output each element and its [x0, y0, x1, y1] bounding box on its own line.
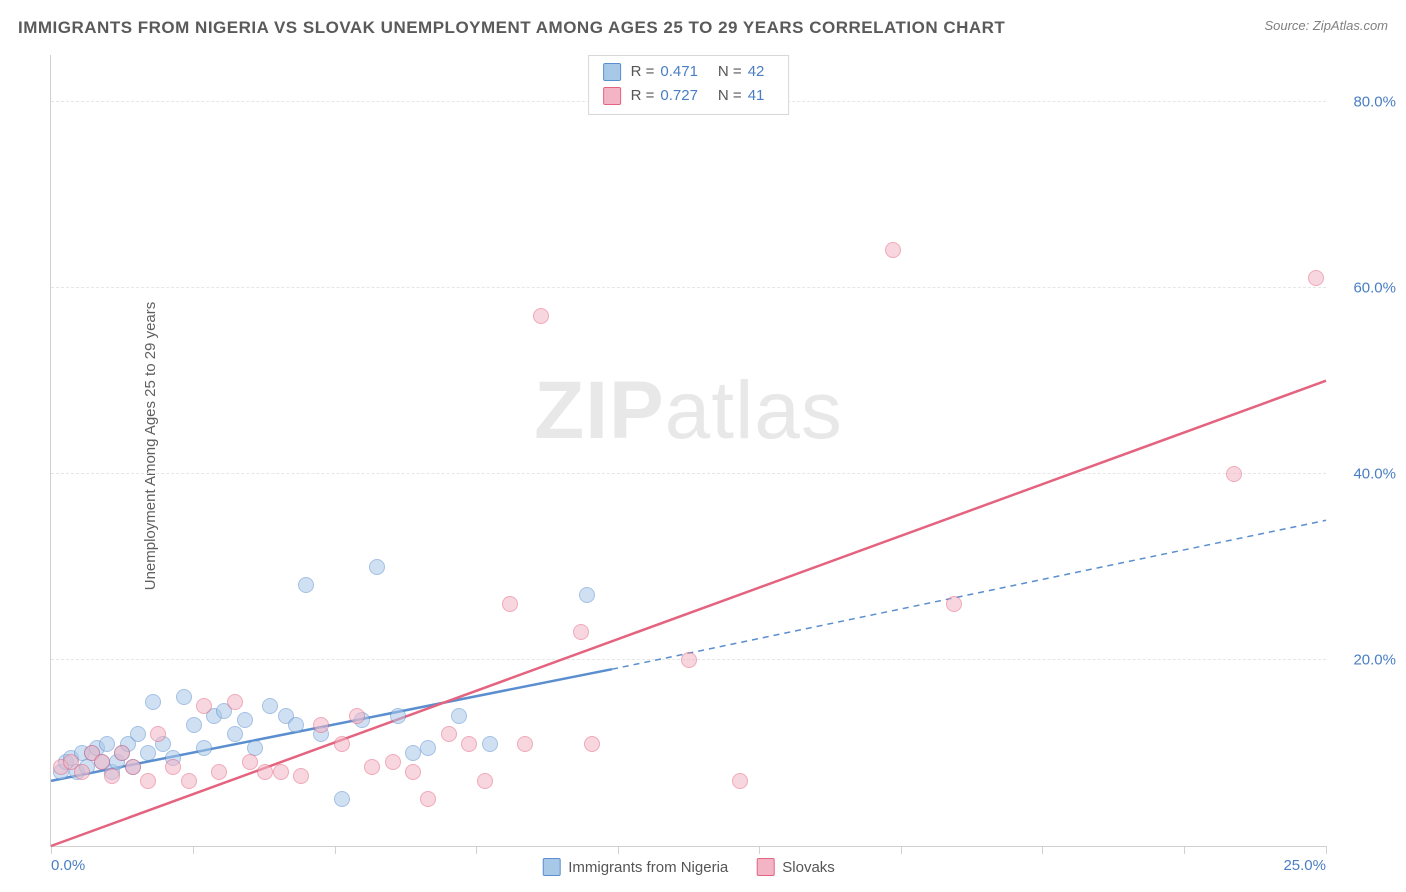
scatter-point: [349, 708, 365, 724]
scatter-point: [145, 694, 161, 710]
x-tick: [759, 846, 760, 854]
legend-swatch: [542, 858, 560, 876]
scatter-point: [130, 726, 146, 742]
scatter-point: [420, 791, 436, 807]
legend-swatch: [756, 858, 774, 876]
x-tick: [618, 846, 619, 854]
chart-title: IMMIGRANTS FROM NIGERIA VS SLOVAK UNEMPL…: [18, 18, 1005, 38]
x-tick-label: 25.0%: [1283, 857, 1326, 874]
scatter-point: [125, 759, 141, 775]
y-tick-label: 60.0%: [1353, 279, 1396, 296]
scatter-point: [584, 736, 600, 752]
x-tick: [1184, 846, 1185, 854]
legend-n-value: 42: [748, 60, 765, 84]
scatter-point: [227, 694, 243, 710]
x-tick: [335, 846, 336, 854]
scatter-point: [451, 708, 467, 724]
scatter-point: [313, 717, 329, 733]
scatter-point: [293, 768, 309, 784]
scatter-point: [364, 759, 380, 775]
scatter-point: [288, 717, 304, 733]
legend-r-label: R =: [631, 60, 655, 84]
x-tick: [901, 846, 902, 854]
scatter-point: [176, 689, 192, 705]
plot-area: ZIPatlas 20.0%40.0%60.0%80.0% 0.0%25.0% …: [50, 55, 1326, 847]
legend-r-value: 0.471: [660, 60, 698, 84]
legend-swatch: [603, 63, 621, 81]
legend-n-label: N =: [718, 60, 742, 84]
scatter-point: [420, 740, 436, 756]
legend-row: R =0.727 N =41: [603, 84, 775, 108]
scatter-point: [181, 773, 197, 789]
scatter-point: [482, 736, 498, 752]
legend-r-value: 0.727: [660, 84, 698, 108]
x-tick: [1326, 846, 1327, 854]
scatter-point: [150, 726, 166, 742]
y-tick-label: 40.0%: [1353, 465, 1396, 482]
scatter-point: [461, 736, 477, 752]
scatter-point: [681, 652, 697, 668]
scatter-point: [732, 773, 748, 789]
scatter-point: [405, 764, 421, 780]
scatter-point: [385, 754, 401, 770]
scatter-point: [1226, 466, 1242, 482]
scatter-point: [257, 764, 273, 780]
trend-line: [51, 381, 1326, 846]
scatter-point: [334, 791, 350, 807]
scatter-point: [99, 736, 115, 752]
x-tick: [51, 846, 52, 854]
scatter-point: [334, 736, 350, 752]
scatter-point: [441, 726, 457, 742]
scatter-point: [186, 717, 202, 733]
scatter-point: [946, 596, 962, 612]
x-tick: [193, 846, 194, 854]
scatter-point: [140, 773, 156, 789]
scatter-point: [237, 712, 253, 728]
scatter-point: [517, 736, 533, 752]
x-tick-label: 0.0%: [51, 857, 85, 874]
scatter-point: [196, 740, 212, 756]
legend-n-value: 41: [748, 84, 765, 108]
scatter-point: [140, 745, 156, 761]
legend-row: R =0.471 N =42: [603, 60, 775, 84]
legend-item: Immigrants from Nigeria: [542, 858, 728, 876]
scatter-point: [573, 624, 589, 640]
legend-series-name: Immigrants from Nigeria: [568, 859, 728, 876]
x-tick: [476, 846, 477, 854]
y-tick-label: 80.0%: [1353, 93, 1396, 110]
legend-item: Slovaks: [756, 858, 835, 876]
legend-n-label: N =: [718, 84, 742, 108]
scatter-point: [227, 726, 243, 742]
source-attribution: Source: ZipAtlas.com: [1264, 18, 1388, 33]
scatter-point: [196, 698, 212, 714]
scatter-point: [502, 596, 518, 612]
scatter-point: [579, 587, 595, 603]
scatter-point: [262, 698, 278, 714]
scatter-point: [1308, 270, 1324, 286]
scatter-point: [94, 754, 110, 770]
scatter-point: [74, 764, 90, 780]
scatter-point: [405, 745, 421, 761]
series-legend: Immigrants from Nigeria Slovaks: [542, 858, 835, 876]
x-tick: [1042, 846, 1043, 854]
legend-r-label: R =: [631, 84, 655, 108]
scatter-point: [273, 764, 289, 780]
scatter-point: [104, 768, 120, 784]
scatter-point: [477, 773, 493, 789]
scatter-point: [369, 559, 385, 575]
scatter-point: [165, 759, 181, 775]
scatter-point: [885, 242, 901, 258]
legend-series-name: Slovaks: [782, 859, 835, 876]
y-tick-label: 20.0%: [1353, 651, 1396, 668]
scatter-point: [211, 764, 227, 780]
scatter-point: [533, 308, 549, 324]
scatter-point: [114, 745, 130, 761]
correlation-legend: R =0.471 N =42 R =0.727 N =41: [588, 55, 790, 115]
legend-swatch: [603, 87, 621, 105]
trend-line-extension: [612, 520, 1326, 669]
scatter-point: [298, 577, 314, 593]
scatter-point: [390, 708, 406, 724]
scatter-point: [242, 754, 258, 770]
